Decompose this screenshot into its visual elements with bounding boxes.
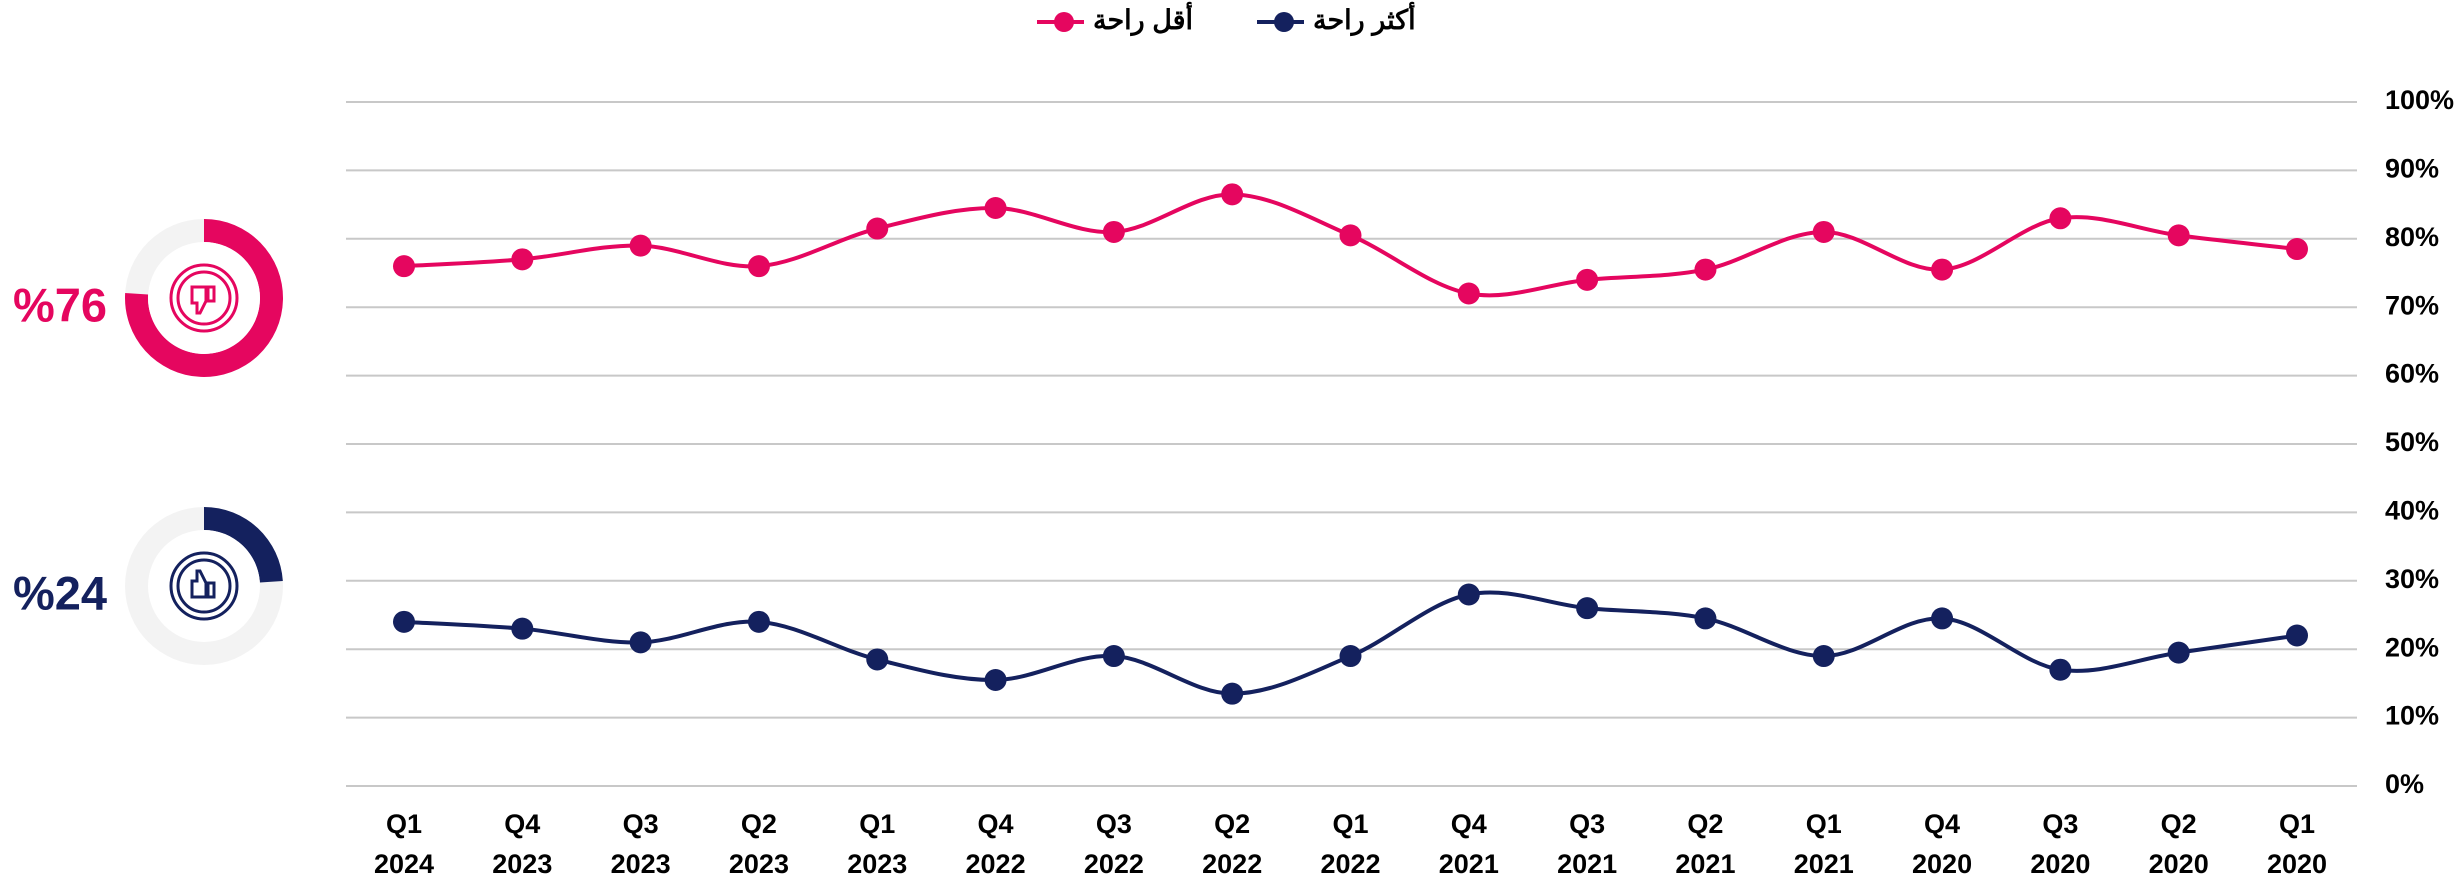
point	[1221, 682, 1244, 705]
point	[1221, 183, 1244, 206]
summary-label: %24	[13, 566, 107, 619]
x-tick-label: 2023	[729, 849, 789, 879]
x-tick-label: 2021	[1557, 849, 1617, 879]
donut-hole	[148, 242, 260, 354]
thumbs-up-icon-inner	[176, 558, 232, 614]
point	[1102, 220, 1125, 243]
point	[1102, 645, 1125, 668]
x-tick-label: 2021	[1439, 849, 1499, 879]
x-tick-label: 2023	[492, 849, 552, 879]
y-tick-label: 70%	[2385, 290, 2439, 320]
icons	[169, 263, 239, 621]
point	[747, 610, 770, 633]
x-tick-label: Q3	[2042, 809, 2078, 839]
x-tick-label: Q1	[386, 809, 422, 839]
legend-label: أقل راحة	[1093, 2, 1193, 37]
thumbs-down-glyph	[190, 285, 216, 315]
x-tick-label: Q4	[978, 809, 1014, 839]
point	[1694, 607, 1717, 630]
point	[984, 197, 1007, 220]
x-tick-label: 2023	[847, 849, 907, 879]
x-tick-label: Q3	[1569, 809, 1605, 839]
y-tick-label: 100%	[2385, 85, 2454, 115]
legend-label: أكثر راحة	[1313, 2, 1416, 37]
point	[1576, 597, 1599, 620]
point	[866, 648, 889, 671]
point	[984, 668, 1007, 691]
x-tick-label: Q3	[1096, 809, 1132, 839]
point	[2167, 224, 2190, 247]
point	[511, 248, 534, 271]
y-tick-label: 30%	[2385, 564, 2439, 594]
legend-marker	[1054, 12, 1074, 32]
point	[629, 234, 652, 257]
point	[1339, 224, 1362, 247]
point	[2049, 207, 2072, 230]
x-tick-label: 2022	[966, 849, 1026, 879]
x-tick-label: 2020	[1912, 849, 1972, 879]
thumbs-down-icon-inner	[176, 270, 232, 326]
y-tick-label: 90%	[2385, 154, 2439, 184]
summary-label: %76	[13, 278, 107, 331]
x-tick-label: 2020	[2267, 849, 2327, 879]
x-tick-label: 2024	[374, 849, 434, 879]
point	[511, 617, 534, 640]
x-tick-label: 2023	[611, 849, 671, 879]
x-tick-label: Q1	[859, 809, 895, 839]
donut-arc	[204, 507, 283, 583]
x-tick-label: Q2	[741, 809, 777, 839]
y-tick-label: 0%	[2385, 769, 2424, 799]
x-tick-label: 2022	[1202, 849, 1262, 879]
x-tick-label: Q4	[1451, 809, 1487, 839]
x-tick-label: 2021	[1675, 849, 1735, 879]
point	[2286, 238, 2308, 261]
point	[2049, 658, 2072, 681]
point	[1457, 583, 1480, 606]
point	[1339, 645, 1362, 668]
x-tick-label: 2022	[1320, 849, 1380, 879]
point	[1931, 607, 1954, 630]
x-tick-label: Q4	[504, 809, 540, 839]
y-tick-label: 20%	[2385, 632, 2439, 662]
point	[1812, 645, 1835, 668]
donut-hole	[148, 530, 260, 642]
point	[393, 255, 415, 278]
x-tick-label: Q2	[1687, 809, 1723, 839]
x-tick-label: 2020	[2149, 849, 2209, 879]
point	[747, 255, 770, 278]
point	[393, 610, 415, 633]
point	[1694, 258, 1717, 281]
point	[1576, 268, 1599, 291]
point	[2167, 641, 2190, 664]
x-tick-label: Q1	[1806, 809, 1842, 839]
x-tick-label: Q1	[2279, 809, 2315, 839]
point	[866, 217, 889, 240]
y-tick-label: 50%	[2385, 427, 2439, 457]
thumbs-up-glyph	[190, 569, 216, 599]
y-tick-label: 80%	[2385, 222, 2439, 252]
x-tick-label: 2020	[2030, 849, 2090, 879]
legend-marker	[1274, 12, 1294, 32]
x-tick-label: Q4	[1924, 809, 1960, 839]
thumbs-down-icon	[169, 263, 239, 333]
point	[1812, 220, 1835, 243]
x-tick-label: 2021	[1794, 849, 1854, 879]
point	[1931, 258, 1954, 281]
x-tick-label: Q1	[1332, 809, 1368, 839]
series-line	[403, 590, 2298, 696]
point	[629, 631, 652, 654]
thumbs-up-icon	[169, 551, 239, 621]
x-tick-label: Q3	[623, 809, 659, 839]
y-tick-label: 40%	[2385, 496, 2439, 526]
x-tick-label: Q2	[1214, 809, 1250, 839]
x-tick-label: 2022	[1084, 849, 1144, 879]
point	[2286, 624, 2308, 647]
point	[1457, 282, 1480, 305]
y-tick-label: 10%	[2385, 701, 2439, 731]
x-tick-label: Q2	[2161, 809, 2197, 839]
y-tick-label: 60%	[2385, 359, 2439, 389]
